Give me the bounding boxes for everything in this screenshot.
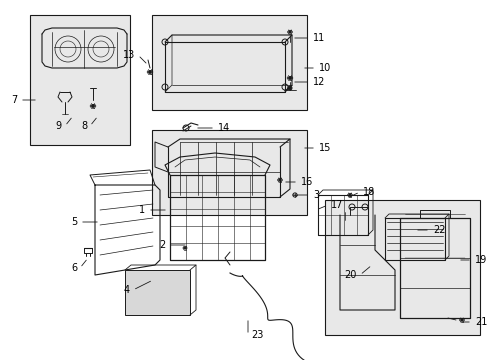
Text: 17: 17 [330,200,343,210]
Text: 12: 12 [312,77,325,87]
Text: 2: 2 [159,240,164,250]
Text: 14: 14 [218,123,230,133]
Circle shape [183,247,185,249]
Circle shape [348,194,350,196]
Text: 20: 20 [344,270,356,280]
Text: 6: 6 [71,263,77,273]
Text: 11: 11 [312,33,325,43]
Text: 1: 1 [139,205,145,215]
Circle shape [460,319,462,321]
Circle shape [148,71,151,73]
Text: 22: 22 [432,225,445,235]
Text: 7: 7 [11,95,17,105]
Text: 19: 19 [474,255,486,265]
Text: 13: 13 [122,50,135,60]
Circle shape [287,86,291,90]
Bar [152,15,306,110]
Text: 4: 4 [123,285,130,295]
Text: 18: 18 [362,187,374,197]
Text: 15: 15 [318,143,331,153]
Bar [152,130,306,215]
Text: 16: 16 [301,177,313,187]
Circle shape [288,31,291,33]
Bar [30,15,130,145]
Circle shape [91,105,94,107]
Circle shape [278,179,281,181]
Circle shape [288,77,291,80]
Text: 10: 10 [318,63,330,73]
Text: 8: 8 [81,121,87,131]
Text: 5: 5 [71,217,77,227]
Text: 21: 21 [474,317,487,327]
Bar [325,200,479,335]
Text: 9: 9 [56,121,62,131]
Text: 23: 23 [250,330,263,340]
Bar [125,270,190,315]
Text: 3: 3 [312,190,319,200]
